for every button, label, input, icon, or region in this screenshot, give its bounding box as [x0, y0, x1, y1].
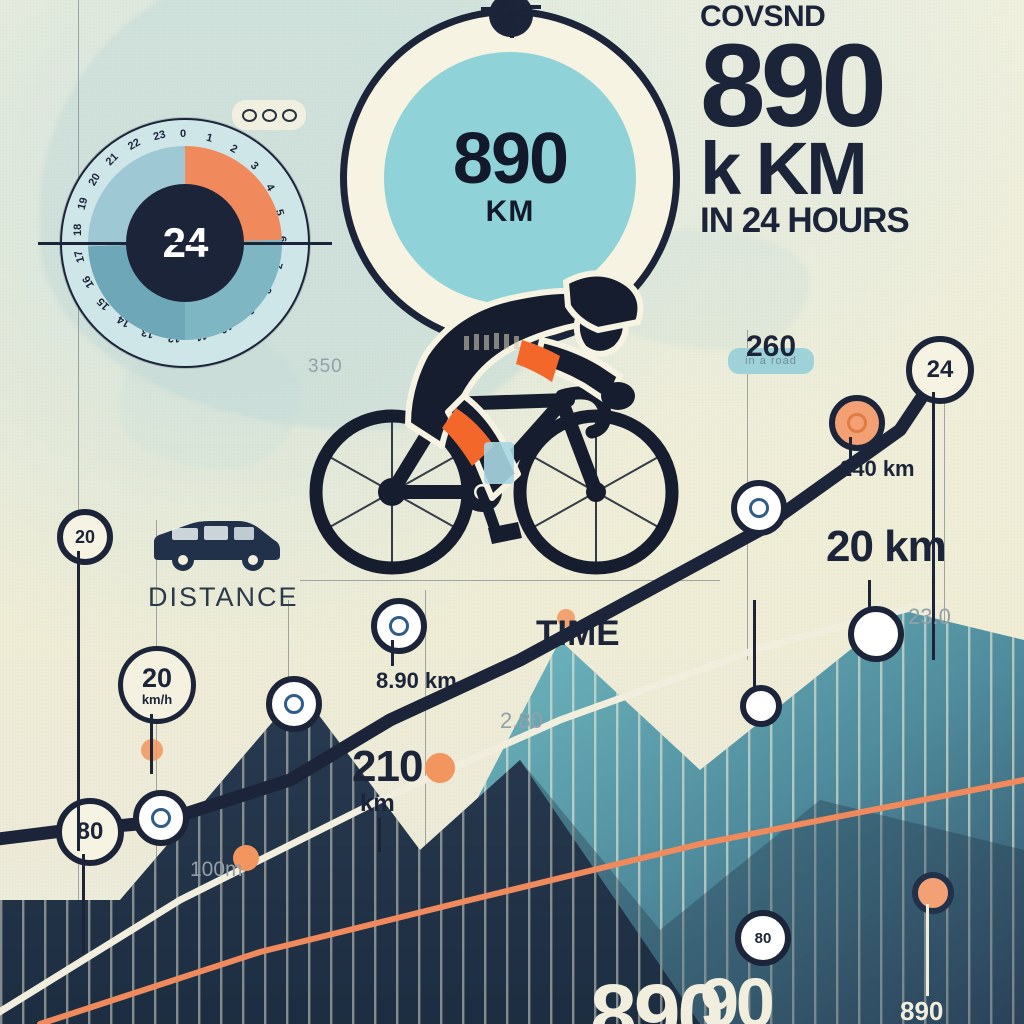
baseline-horizontal — [300, 580, 720, 581]
speedometer-gauge[interactable]: 890 KM — [340, 0, 680, 348]
node-80-stem — [82, 854, 85, 954]
node-white-lower[interactable] — [266, 676, 322, 732]
label-210-stem — [378, 818, 381, 852]
node-80-bottom[interactable]: 80 — [735, 910, 791, 966]
car-icon — [154, 521, 280, 571]
node-80-label: 80 — [76, 818, 104, 845]
donut-hour-label: 22 — [126, 136, 143, 153]
node-24-stem — [932, 392, 935, 660]
headline-value: 890 — [700, 20, 887, 152]
label-280: 2.80 — [500, 708, 543, 733]
node-origin-inner-ring — [151, 808, 171, 828]
dots-badge — [232, 100, 306, 130]
dot-icon-2 — [261, 108, 277, 122]
label-20km-value: 20 km — [826, 522, 947, 571]
label-230: 23.0 — [908, 604, 951, 629]
donut-needle — [38, 242, 332, 245]
teal-badge: in a road — [728, 348, 814, 374]
node-small-teal-stem — [753, 600, 756, 688]
dot-icon-3 — [281, 108, 297, 122]
node-24-right[interactable]: 24 — [906, 336, 974, 404]
node-orange-240km[interactable] — [829, 395, 885, 451]
sign-20-unit: km/h — [141, 691, 173, 707]
cyclist-icon — [309, 270, 679, 575]
orange-node-inner-ring — [847, 413, 867, 433]
sign-20-kmh[interactable]: 20 km/h — [118, 646, 196, 724]
node-240km-stem — [849, 437, 852, 463]
node-80[interactable]: 80 — [56, 798, 124, 866]
node-20-stem — [77, 551, 80, 851]
gauge-unit: KM — [485, 195, 535, 229]
node-890km-stem — [391, 640, 394, 666]
headline-subtitle: IN 24 HOURS — [700, 201, 910, 241]
node-small-teal-marker[interactable] — [740, 685, 782, 727]
label-90-white: 90 — [700, 964, 775, 1024]
label-240km: 240 km — [840, 456, 915, 481]
node-orange-bottom-stem — [926, 904, 929, 996]
node-lower-inner-ring — [284, 694, 304, 714]
label-260: 260 — [746, 330, 797, 363]
white-node-inner-ring — [749, 498, 769, 518]
gauge-tick-marks — [340, 0, 680, 348]
gauge-face: 890 KM — [384, 52, 636, 304]
node-white-mid[interactable] — [731, 480, 787, 536]
label-890-bottom: 890 — [590, 967, 724, 1024]
sign-20-number: 20 — [141, 662, 173, 693]
label-890-small: 890 — [900, 996, 944, 1024]
node-orange-bottom[interactable] — [912, 872, 954, 914]
node-white-origin[interactable] — [133, 790, 189, 846]
donut-hour-label: 1 — [204, 131, 214, 145]
donut-hour-label: 19 — [75, 196, 91, 212]
donut-hour-label: 18 — [72, 223, 84, 236]
hours-donut-chart[interactable]: 01234567891011121314151617181920212223 2… — [38, 118, 332, 368]
gridline-vertical-4 — [425, 590, 426, 1024]
node-80-bottom-label: 80 — [754, 929, 772, 947]
node-20-label: 20 — [74, 526, 96, 547]
headline-block: COVSND 890 k KM IN 24 HOURS — [700, 0, 1020, 241]
label-100m: 100m — [190, 858, 243, 881]
label-890km: 8.90 km — [376, 668, 457, 693]
axis-label-distance: DISTANCE — [148, 582, 299, 612]
donut-hour-label: 0 — [180, 128, 187, 140]
headline-kicker: COVSND — [700, 0, 826, 33]
dot-icon-1 — [241, 108, 257, 122]
donut-hour-label: 17 — [72, 249, 88, 264]
donut-hour-label: 21 — [103, 150, 121, 169]
label-210-value: 210 — [352, 742, 423, 791]
headline-unit: k KM — [700, 127, 868, 211]
label-350: 350 — [308, 356, 343, 377]
donut-hour-label: 20 — [86, 171, 103, 188]
node-890km-inner-ring — [389, 616, 409, 636]
node-white-890km[interactable] — [371, 598, 427, 654]
gauge-tick — [511, 5, 541, 9]
node-20km-marker[interactable] — [848, 606, 904, 662]
node-20km-stem — [868, 580, 871, 608]
gridline-vertical-2 — [156, 520, 157, 1024]
donut-hour-label: 2 — [228, 142, 240, 156]
donut-hour-label: 23 — [152, 128, 167, 144]
label-210-unit: km — [360, 790, 395, 817]
node-24-label: 24 — [926, 356, 954, 383]
sign-20-stem — [150, 714, 153, 774]
gauge-value: 890 — [452, 118, 569, 199]
donut-hour-labels: 01234567891011121314151617181920212223 — [60, 118, 310, 368]
node-20-left[interactable]: 20 — [57, 509, 113, 565]
